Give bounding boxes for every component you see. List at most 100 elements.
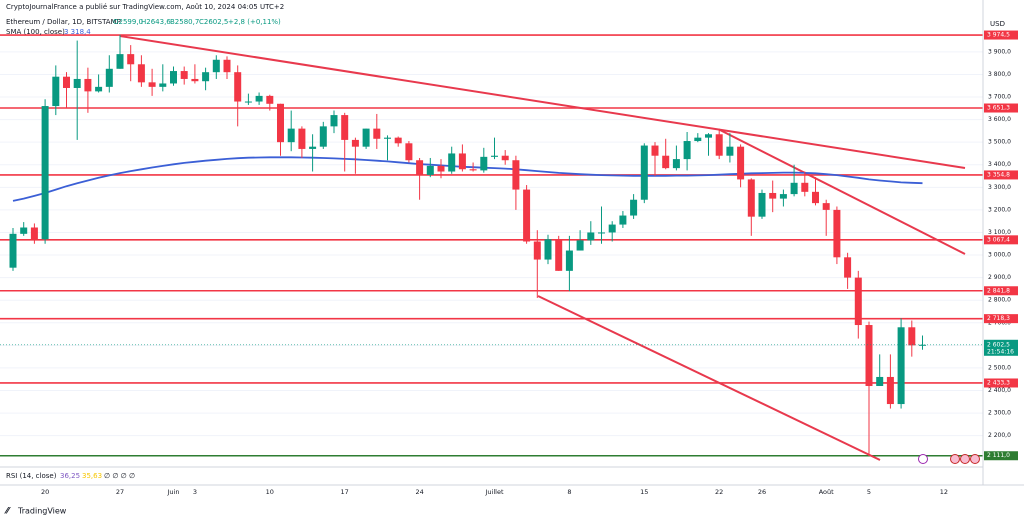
x-tick-label: 8 (567, 488, 571, 496)
candle-body (298, 128, 306, 149)
rsi-value: 36,25 (60, 472, 80, 480)
candle-body (523, 189, 531, 242)
candle-body (565, 250, 573, 271)
candle-body (277, 103, 284, 143)
candle-body (865, 325, 873, 386)
event-icon[interactable] (950, 454, 960, 464)
candle-body (180, 71, 188, 79)
x-tick-label: 17 (341, 488, 349, 496)
candle-body (266, 95, 274, 104)
candle-body (608, 224, 616, 233)
candle-body (876, 376, 884, 386)
candle-body (555, 239, 563, 271)
candle-body (41, 106, 49, 240)
x-tick-label: 12 (940, 488, 948, 496)
y-tick-label: 3 500,0 (988, 139, 1011, 146)
candle-body (458, 153, 466, 170)
candle-body (362, 128, 370, 147)
sma-value: 3 318,4 (64, 28, 91, 36)
candle-body (672, 159, 680, 169)
event-icon[interactable] (960, 454, 970, 464)
candle-body (234, 72, 242, 102)
rsi-ma: 35,63 (82, 472, 102, 480)
candle-body (919, 344, 926, 346)
candle-body (309, 146, 317, 149)
y-tick-label: 3 400,0 (988, 161, 1011, 168)
ohlc-open: O2599,0 (113, 18, 143, 26)
candle-body (491, 155, 498, 157)
x-tick-label: Août (819, 488, 834, 496)
y-tick-label: 2 400,0 (988, 387, 1011, 394)
ohlc-close: C2602,5 (199, 18, 228, 26)
candle-body (801, 182, 809, 192)
candle-body (737, 146, 745, 180)
candle-body (84, 78, 92, 92)
candle-body (630, 199, 638, 216)
candle-body (726, 146, 734, 156)
candle-body (908, 327, 916, 346)
level-tag (984, 286, 1018, 296)
candle-body (426, 165, 434, 175)
x-tick-label: 3 (193, 488, 197, 496)
candle-body (651, 145, 659, 156)
level-tag (984, 451, 1018, 461)
levels (0, 34, 983, 457)
candle-body (191, 78, 199, 82)
candle-body (148, 82, 156, 87)
plot (0, 34, 983, 456)
x-tick-label: 27 (116, 488, 124, 496)
last-price-label: 2 602,5 (987, 341, 1010, 348)
x-tick-label: 5 (867, 488, 871, 496)
level-tag (984, 30, 1018, 40)
event-icon[interactable] (918, 454, 928, 464)
candle-body (822, 203, 830, 210)
brand: TradingView (17, 507, 67, 516)
countdown: 21:54:16 (987, 348, 1014, 355)
candle-body (598, 232, 605, 234)
level-label: 2 111,0 (987, 452, 1010, 459)
candle-body (244, 101, 252, 103)
level-label: 2 841,8 (987, 287, 1010, 294)
level-label: 3 974,5 (987, 32, 1010, 39)
candle-body (747, 179, 755, 217)
trend-lines (119, 35, 966, 461)
sma-line (12, 156, 923, 202)
level-tag (984, 314, 1018, 324)
rsi-legend: RSI (14, close) (6, 472, 57, 480)
trend-line (537, 295, 881, 461)
candle-body (330, 115, 338, 127)
event-icon[interactable] (970, 454, 980, 464)
x-tick-label: 15 (640, 488, 648, 496)
candle-body (544, 239, 552, 260)
candle-body (95, 86, 103, 92)
candle-body (341, 115, 349, 140)
y-tick-label: 3 300,0 (988, 184, 1011, 191)
level-tag (984, 170, 1018, 180)
candle-body (159, 83, 167, 87)
y-tick-label: 2 800,0 (988, 297, 1011, 304)
level-tag (984, 103, 1018, 113)
candle-body (886, 376, 894, 405)
candle-body (373, 128, 381, 139)
candle-body (351, 139, 359, 147)
x-tick-label: 22 (715, 488, 723, 496)
publisher: CryptoJournalFrance a publié sur Trading… (6, 3, 284, 11)
candle-body (812, 191, 819, 204)
candle-body (448, 153, 456, 172)
y-tick-label: 3 100,0 (988, 229, 1011, 236)
candle-body (790, 182, 798, 195)
y-tick-label: 3 800,0 (988, 71, 1011, 78)
time-axis: 20 27 Juin 3 10 17 24 Juillet 8 15 22 26 Août 5 12 (41, 488, 948, 496)
x-tick-label: 10 (266, 488, 274, 496)
ohlc-change: +2,8 (+0,11%) (228, 18, 281, 26)
candle-body (9, 233, 17, 268)
y-tick-label: 3 700,0 (988, 94, 1011, 101)
x-tick-label: Juillet (484, 488, 503, 496)
candle-body (469, 169, 477, 171)
y-tick-label: 2 200,0 (988, 432, 1011, 439)
candle-body (202, 72, 210, 82)
candle-body (287, 128, 295, 143)
y-tick-label: 3 600,0 (988, 116, 1011, 123)
grid (0, 51, 983, 437)
